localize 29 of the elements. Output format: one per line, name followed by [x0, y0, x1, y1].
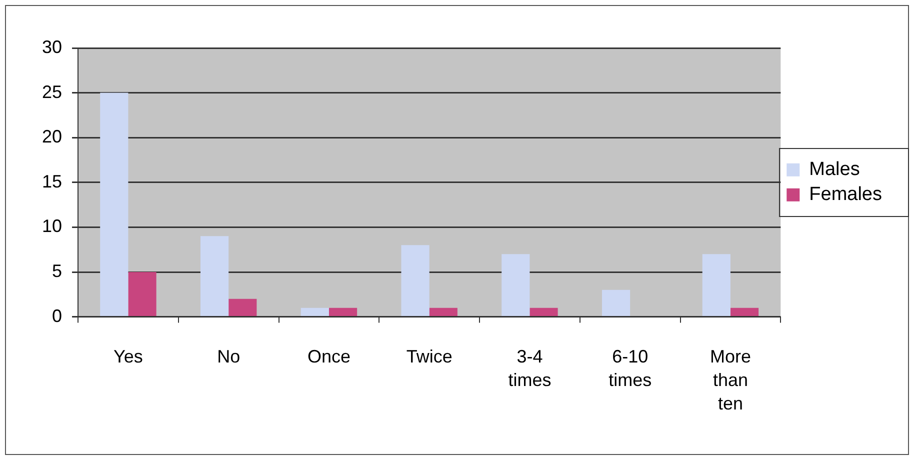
bar — [200, 236, 229, 316]
x-tick-label: Once — [307, 346, 350, 366]
y-tick-label: 15 — [42, 171, 62, 192]
bar — [702, 254, 730, 316]
y-tick-label: 25 — [42, 82, 62, 102]
bar — [328, 308, 358, 316]
x-tick-label: Twice — [406, 346, 452, 366]
x-tick-label: More than ten — [710, 346, 751, 414]
bar — [502, 254, 530, 316]
bar — [730, 308, 759, 316]
legend-label: Females — [809, 184, 882, 206]
bar — [602, 290, 630, 316]
y-tick-label: 5 — [52, 260, 62, 281]
bar — [228, 298, 257, 316]
legend-label: Males — [809, 159, 860, 180]
bar — [401, 245, 430, 316]
bar — [128, 272, 156, 316]
bar — [300, 308, 329, 316]
x-tick-label: Yes — [114, 346, 143, 366]
y-tick-label: 0 — [52, 306, 62, 326]
bar — [100, 92, 128, 316]
bar — [429, 308, 458, 316]
x-tick-label: 6-10 times — [608, 346, 652, 390]
y-tick-label: 20 — [42, 126, 62, 147]
x-tick-label: No — [217, 346, 240, 366]
y-tick-label: 30 — [42, 36, 62, 57]
y-tick-label: 10 — [42, 216, 62, 236]
bar — [530, 308, 558, 316]
x-tick-label: 3-4 times — [508, 346, 552, 390]
